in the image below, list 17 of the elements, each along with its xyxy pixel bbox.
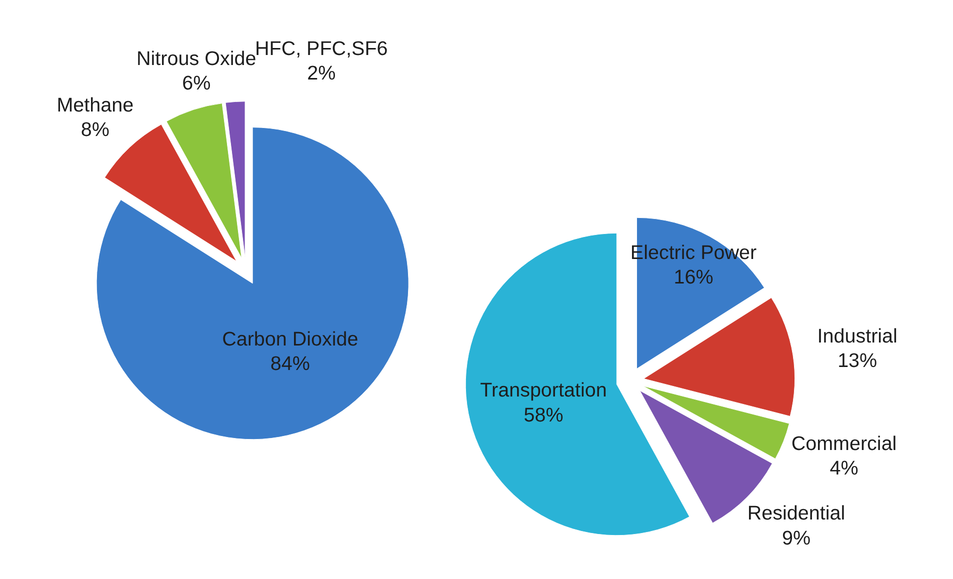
slice-label: HFC, PFC,SF6: [254, 38, 388, 60]
data-label: 58%: [524, 404, 564, 426]
data-label: 2%: [307, 62, 336, 85]
data-label: 13%: [838, 350, 878, 372]
slice-label: Residential: [747, 502, 846, 525]
slice-label: Commercial: [791, 433, 897, 456]
data-label: 4%: [830, 458, 858, 480]
slice-label: Industrial: [817, 325, 898, 348]
slice-label: Nitrous Oxide: [136, 48, 256, 70]
slice-label: Transportation: [480, 380, 607, 402]
data-label: 16%: [674, 266, 714, 289]
data-label: 84%: [270, 352, 310, 375]
data-label: 6%: [182, 72, 211, 94]
slice-label: Methane: [56, 94, 134, 116]
data-label: 8%: [80, 119, 110, 142]
data-label: 9%: [782, 527, 811, 550]
slice-label: Carbon Dioxide: [222, 328, 358, 350]
